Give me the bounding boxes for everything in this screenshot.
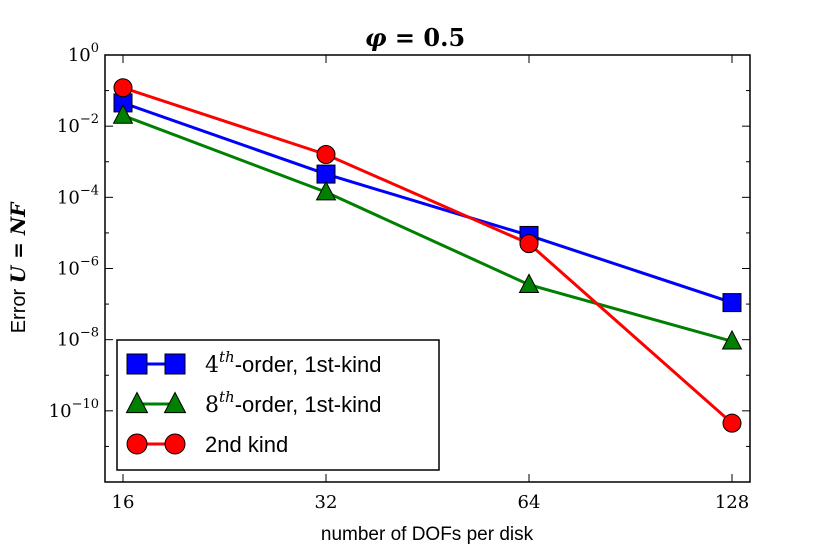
legend-label: 2nd kind — [205, 432, 288, 457]
y-tick-label: 10−8 — [57, 326, 99, 351]
series-line — [122, 101, 733, 305]
data-point — [518, 273, 540, 293]
legend-entry: 4th-order, 1st-kind — [126, 348, 381, 378]
data-point — [722, 293, 742, 313]
chart-title-value: = 0.5 — [387, 23, 466, 52]
series-line — [122, 114, 733, 343]
data-point — [721, 329, 743, 350]
legend-marker — [125, 391, 149, 414]
y-tick-label: 10−4 — [57, 183, 99, 208]
series-line — [122, 86, 733, 425]
data-point — [113, 78, 133, 98]
legend-marker — [163, 391, 187, 414]
legend-marker — [164, 433, 186, 455]
series-circle — [113, 78, 742, 433]
data-point — [316, 164, 336, 184]
x-axis-label: number of DOFs per disk — [321, 524, 534, 545]
y-axis-label: Error U = NF — [6, 201, 30, 333]
x-tick-label: 16 — [112, 492, 135, 513]
x-tick-label: 32 — [315, 492, 338, 513]
legend-marker — [126, 433, 148, 455]
legend-entry: 2nd kind — [126, 432, 288, 457]
y-axis-label-prefix: Error — [8, 283, 30, 333]
series-triangle — [112, 104, 743, 350]
data-point — [112, 104, 134, 124]
legend-entry: 8th-order, 1st-kind — [125, 388, 381, 418]
data-point — [316, 144, 336, 164]
data-point — [722, 413, 742, 433]
legend-marker — [164, 353, 186, 375]
data-point — [519, 234, 539, 254]
y-tick-label: 100 — [68, 41, 99, 66]
legend: 4th-order, 1st-kind 8th-order, 1st-kind 2n… — [116, 339, 440, 471]
y-axis-label-math: U = NF — [6, 201, 30, 283]
y-axis: 100 10−2 10−4 10−6 10−8 10−10 — [49, 41, 750, 483]
chart-title: φ = 0.5 — [365, 23, 465, 52]
legend-label: 8th-order, 1st-kind — [205, 388, 381, 418]
series-layer — [112, 78, 743, 433]
legend-label: 4th-order, 1st-kind — [205, 348, 381, 378]
y-tick-label: 10−10 — [49, 397, 99, 422]
y-tick-label: 10−2 — [57, 112, 99, 137]
y-tick-label: 10−6 — [57, 255, 99, 280]
x-tick-label: 128 — [715, 492, 749, 513]
x-axis: 16 32 64 128 — [112, 55, 749, 513]
chart-title-symbol: φ — [365, 23, 387, 52]
legend-marker — [126, 353, 148, 375]
data-point — [315, 180, 337, 201]
x-tick-label: 64 — [518, 492, 541, 513]
